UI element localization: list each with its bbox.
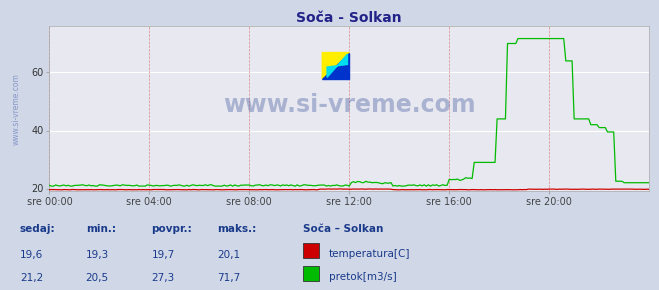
Text: 19,7: 19,7 [152,250,175,260]
Text: pretok[m3/s]: pretok[m3/s] [329,272,397,282]
Title: Soča - Solkan: Soča - Solkan [297,11,402,25]
Text: temperatura[C]: temperatura[C] [329,249,411,259]
Text: 20,5: 20,5 [86,273,109,283]
FancyBboxPatch shape [303,266,319,281]
Text: 19,3: 19,3 [86,250,109,260]
Polygon shape [327,54,347,77]
FancyBboxPatch shape [303,243,319,258]
Text: www.si-vreme.com: www.si-vreme.com [223,93,476,117]
Text: Soča – Solkan: Soča – Solkan [303,224,384,234]
Text: 27,3: 27,3 [152,273,175,283]
Text: 71,7: 71,7 [217,273,241,283]
Text: povpr.:: povpr.: [152,224,192,234]
Text: 21,2: 21,2 [20,273,43,283]
Polygon shape [322,52,349,79]
Text: 19,6: 19,6 [20,250,43,260]
Text: min.:: min.: [86,224,116,234]
Text: www.si-vreme.com: www.si-vreme.com [12,73,21,145]
Text: maks.:: maks.: [217,224,257,234]
Polygon shape [322,52,349,79]
Text: 20,1: 20,1 [217,250,241,260]
Text: sedaj:: sedaj: [20,224,55,234]
